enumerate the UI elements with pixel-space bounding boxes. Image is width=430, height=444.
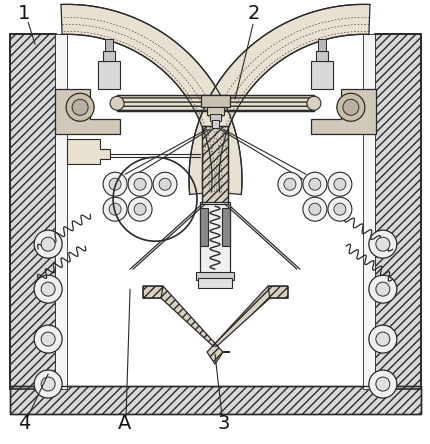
Circle shape [368,275,396,303]
Bar [202,126,227,204]
Circle shape [375,377,389,391]
Circle shape [134,203,146,215]
Text: 1: 1 [18,4,31,24]
Circle shape [128,197,152,221]
Bar [117,95,313,111]
Circle shape [283,178,295,190]
Bar [212,120,218,128]
Polygon shape [143,286,287,364]
Circle shape [368,370,396,398]
Circle shape [134,178,146,190]
Circle shape [109,178,121,190]
Circle shape [110,96,124,110]
Circle shape [327,172,351,196]
Polygon shape [55,89,120,134]
Circle shape [375,332,389,346]
Bar [10,386,420,414]
Circle shape [34,325,62,353]
Circle shape [277,172,301,196]
Bar [209,114,221,121]
Circle shape [41,377,55,391]
Bar [105,40,113,52]
Bar [202,126,227,204]
Circle shape [368,230,396,258]
Polygon shape [61,4,241,194]
Circle shape [34,370,62,398]
Bar [10,34,56,389]
Polygon shape [310,89,375,134]
Circle shape [302,172,326,196]
Bar [374,34,420,389]
Text: 4: 4 [18,414,31,433]
Circle shape [128,172,152,196]
Circle shape [333,203,345,215]
Bar [98,61,120,89]
Bar [196,272,233,280]
Bar [10,386,420,414]
Bar [362,34,374,389]
Circle shape [342,99,358,115]
Bar [221,208,230,246]
Bar [117,95,313,111]
Bar [103,52,115,61]
Bar [197,278,231,288]
Circle shape [333,178,345,190]
Circle shape [72,99,88,115]
Circle shape [41,282,55,296]
Circle shape [306,96,320,110]
Circle shape [41,332,55,346]
Circle shape [302,197,326,221]
Circle shape [103,197,127,221]
Polygon shape [67,139,110,164]
Circle shape [375,282,389,296]
Circle shape [159,178,171,190]
Bar [55,34,67,389]
Bar [200,202,230,274]
Text: A: A [118,414,131,433]
Circle shape [327,197,351,221]
Circle shape [336,93,364,121]
Bar [10,34,56,389]
Circle shape [34,230,62,258]
Bar [200,95,230,107]
Text: 2: 2 [247,4,260,24]
Text: 3: 3 [218,414,230,433]
Bar [206,107,224,115]
Polygon shape [189,4,369,194]
Circle shape [66,93,94,121]
Bar [374,34,420,389]
Bar [200,208,208,246]
Circle shape [308,203,320,215]
Bar [317,40,325,52]
Circle shape [103,172,127,196]
Circle shape [375,237,389,251]
Circle shape [41,237,55,251]
Circle shape [34,275,62,303]
Bar [315,52,327,61]
Circle shape [153,172,177,196]
Circle shape [109,203,121,215]
Bar [310,61,332,89]
Circle shape [308,178,320,190]
Circle shape [368,325,396,353]
